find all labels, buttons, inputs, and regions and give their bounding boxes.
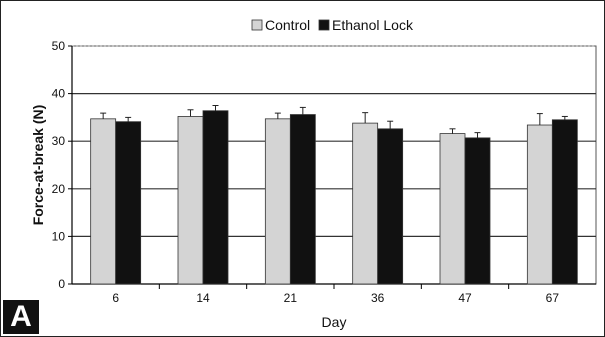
legend-label-control: Control: [265, 17, 310, 33]
bar-control: [439, 133, 466, 285]
bar-ethanol-lock: [289, 114, 316, 285]
legend-label-ethanol-lock: Ethanol Lock: [332, 17, 414, 33]
x-tick-label: 36: [371, 291, 385, 305]
x-tick-label: 21: [284, 291, 298, 305]
x-tick-label: 14: [196, 291, 210, 305]
bar-control: [264, 118, 291, 285]
plot-area: [71, 45, 597, 285]
bar-ethanol-lock: [551, 119, 578, 285]
bar-ethanol-lock: [377, 128, 404, 285]
x-tick-label: 67: [546, 291, 560, 305]
bar-ethanol-lock: [464, 137, 491, 285]
panel-label: A: [3, 300, 39, 334]
y-axis-label: Force-at-break (N): [30, 105, 46, 226]
bar-control: [90, 118, 117, 285]
legend-swatch-ethanol-lock: [318, 19, 330, 31]
x-tick-label: 47: [458, 291, 472, 305]
y-tick-label: 30: [52, 134, 66, 148]
bar-ethanol-lock: [202, 110, 229, 285]
bar-ethanol-lock: [115, 121, 142, 285]
x-axis-label: Day: [322, 314, 347, 330]
legend-swatch-control: [251, 19, 263, 31]
x-tick-label: 6: [112, 291, 119, 305]
y-tick-label: 20: [52, 182, 66, 196]
y-tick-label: 40: [52, 87, 66, 101]
y-tick-label: 0: [58, 277, 65, 291]
bar-control: [352, 122, 379, 285]
bar-control: [526, 124, 553, 285]
y-tick-label: 50: [52, 39, 66, 53]
y-tick-label: 10: [52, 229, 66, 243]
bar-control: [177, 116, 204, 285]
